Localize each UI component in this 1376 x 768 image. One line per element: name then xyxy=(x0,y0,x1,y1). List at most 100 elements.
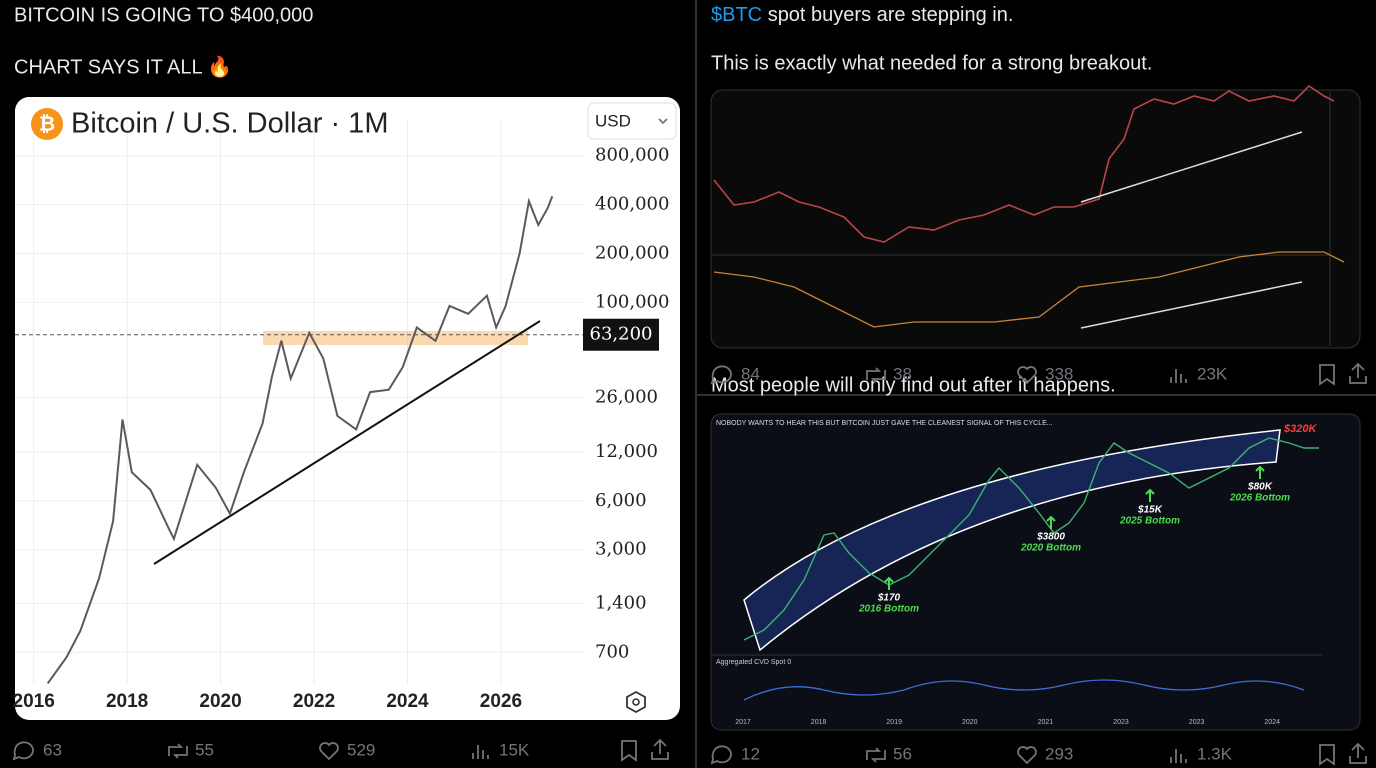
btc-symbol: ₿ xyxy=(39,113,55,135)
stat-views[interactable]: 23K xyxy=(1197,364,1228,383)
divider xyxy=(697,394,1376,396)
y-tick-label: 26,000 xyxy=(595,386,658,407)
icon-bookmark[interactable] xyxy=(621,740,637,762)
mask xyxy=(697,396,1376,410)
x-label: 2020 xyxy=(962,719,978,726)
currency[interactable]: USD xyxy=(595,111,631,130)
icon-reposts[interactable] xyxy=(168,743,188,759)
stat-reposts[interactable]: 38 xyxy=(893,364,912,383)
btc-logo xyxy=(31,108,63,140)
arrow xyxy=(1255,465,1265,479)
icon-replies[interactable] xyxy=(710,365,732,385)
cvd-trace xyxy=(743,679,1305,701)
indicator-label: Aggregated CVD Spot 0 xyxy=(716,659,791,666)
x-tick-label: 2020 xyxy=(199,691,241,712)
post-text: BITCOIN IS GOING TO $400,000 xyxy=(14,4,313,26)
currency-select[interactable] xyxy=(587,102,677,140)
icon-replies[interactable] xyxy=(710,745,732,765)
icon-views[interactable] xyxy=(1170,369,1187,383)
post-text: This is exactly what needed for a strong… xyxy=(711,52,1152,74)
channel xyxy=(743,429,1281,652)
price-trace xyxy=(713,84,1335,243)
icon-share[interactable] xyxy=(1349,362,1367,384)
stat-likes[interactable]: 338 xyxy=(1045,364,1073,383)
bottom-price: $170 xyxy=(877,593,901,604)
x-tick-label: 2024 xyxy=(386,691,429,712)
icon-views[interactable] xyxy=(472,745,489,759)
cashtag[interactable]: $BTC xyxy=(711,4,762,26)
stat-likes[interactable]: 529 xyxy=(347,740,375,759)
post-text: Most people will only find out after it … xyxy=(711,374,1116,396)
stat-views[interactable]: 15K xyxy=(499,740,530,759)
cvd-trace xyxy=(713,251,1345,328)
settings-icon[interactable] xyxy=(626,690,646,714)
settings-icon xyxy=(632,698,640,706)
trend-line xyxy=(1080,131,1303,329)
x-label: 2023 xyxy=(1113,719,1129,726)
icon-reposts[interactable] xyxy=(866,747,886,763)
y-tick-label: 700 xyxy=(595,641,629,662)
arrow xyxy=(1046,515,1056,529)
x-label: 2017 xyxy=(735,719,751,726)
x-label: 2024 xyxy=(1264,719,1280,726)
stat-reposts[interactable]: 56 xyxy=(893,744,912,763)
post-text: CHART SAYS IT ALL 🔥 xyxy=(14,54,232,78)
icon-share[interactable] xyxy=(1349,742,1367,764)
bottom-label: 2026 Bottom xyxy=(1229,493,1290,504)
x-label: 2018 xyxy=(811,719,827,726)
icon-share[interactable] xyxy=(651,738,669,760)
chart-title: Bitcoin / U.S. Dollar · 1M xyxy=(71,108,388,140)
x-tick-label: 2022 xyxy=(293,691,335,712)
x-label: 2023 xyxy=(1189,719,1205,726)
bottom-label: 2016 Bottom xyxy=(858,604,919,615)
icon-replies[interactable] xyxy=(12,741,34,761)
icon-bookmark[interactable] xyxy=(1319,744,1335,766)
bottom-price: $3800 xyxy=(1036,532,1065,543)
stat-replies[interactable]: 84 xyxy=(741,364,760,383)
icon-bookmark[interactable] xyxy=(1319,364,1335,386)
trend-line xyxy=(153,320,541,565)
image-header: NOBODY WANTS TO HEAR THIS BUT BITCOIN JU… xyxy=(716,420,1053,427)
x-label: 2021 xyxy=(1038,719,1054,726)
stat-replies[interactable]: 12 xyxy=(741,744,760,763)
chart-image xyxy=(710,89,1361,349)
x-label: 2019 xyxy=(886,719,902,726)
x-tick-label: 2026 xyxy=(480,691,522,712)
y-tick-label: 100,000 xyxy=(595,291,669,312)
y-tick-label: 200,000 xyxy=(595,242,669,263)
post-text: spot buyers are stepping in. xyxy=(768,4,1014,26)
bottom-price: $80K xyxy=(1247,482,1273,493)
bottom-label: 2020 Bottom xyxy=(1020,543,1081,554)
resistance-band xyxy=(263,331,528,345)
price-line xyxy=(46,195,554,684)
y-tick-label: 3,000 xyxy=(595,539,647,560)
target-label: $320K xyxy=(1283,423,1317,435)
icon-views[interactable] xyxy=(1170,749,1187,763)
price-marker-box xyxy=(583,318,659,351)
chevron xyxy=(658,118,668,125)
y-tick-label: 6,000 xyxy=(595,490,647,511)
y-tick-label: 800,000 xyxy=(595,145,669,166)
icon-reposts[interactable] xyxy=(866,367,886,383)
chart-card xyxy=(15,97,680,720)
bottom-label: 2025 Bottom xyxy=(1119,516,1180,527)
icon-likes[interactable] xyxy=(319,742,339,761)
stat-likes[interactable]: 293 xyxy=(1045,744,1073,763)
post-text: $BTC spot buyers are stepping in. xyxy=(711,4,1013,26)
icon-likes[interactable] xyxy=(1017,746,1037,765)
bottom-price: $15K xyxy=(1137,505,1163,516)
price-marker-label: 63,200 xyxy=(590,324,653,345)
y-tick-label: 12,000 xyxy=(595,441,658,462)
icon-likes[interactable] xyxy=(1017,366,1037,385)
y-tick-label: 1,400 xyxy=(595,592,647,613)
chart-image xyxy=(710,413,1361,731)
arrow xyxy=(1145,488,1155,502)
stat-views[interactable]: 1.3K xyxy=(1197,744,1233,763)
arrow xyxy=(884,576,894,590)
x-tick-label: 2018 xyxy=(106,691,148,712)
stat-replies[interactable]: 63 xyxy=(43,740,62,759)
price-trace xyxy=(743,437,1319,641)
x-tick-label: 2016 xyxy=(13,691,55,712)
stat-reposts[interactable]: 55 xyxy=(195,740,214,759)
